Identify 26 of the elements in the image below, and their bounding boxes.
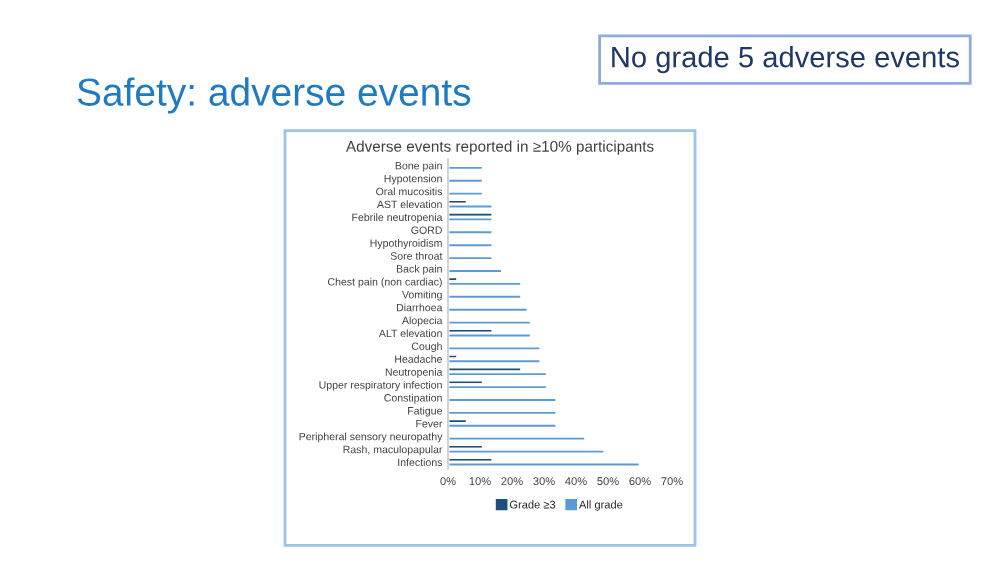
bar xyxy=(448,422,559,430)
bar xyxy=(448,331,533,340)
bar xyxy=(448,383,549,391)
text: No grade 5 adverse events xyxy=(612,46,959,74)
bar xyxy=(448,254,495,262)
bar xyxy=(448,460,642,469)
bar xyxy=(448,396,559,404)
chart-title: Safety: adverse events xyxy=(77,77,471,114)
bar xyxy=(448,305,530,314)
bar xyxy=(448,202,495,211)
bar xyxy=(448,357,543,365)
bar xyxy=(448,280,523,288)
bar xyxy=(448,189,485,198)
bar xyxy=(448,228,495,237)
bar xyxy=(448,164,485,172)
bar xyxy=(448,241,495,249)
bar xyxy=(448,318,533,327)
bar xyxy=(448,434,587,443)
bar xyxy=(448,177,485,185)
bar xyxy=(448,447,607,456)
bar xyxy=(448,370,549,378)
bar xyxy=(448,344,543,353)
bar xyxy=(448,215,495,224)
bar xyxy=(448,293,523,301)
bar xyxy=(448,267,504,275)
bar xyxy=(448,409,559,417)
